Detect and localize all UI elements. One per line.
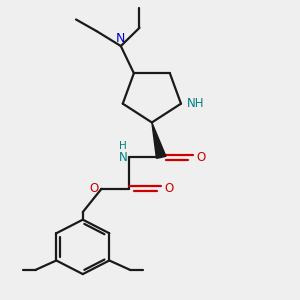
Text: H: H [119,141,127,151]
Text: O: O [196,151,205,164]
Text: O: O [89,182,98,195]
Polygon shape [152,122,166,158]
Text: N: N [119,151,128,164]
Text: NH: NH [187,97,204,110]
Text: O: O [164,182,173,195]
Text: N: N [116,32,125,45]
